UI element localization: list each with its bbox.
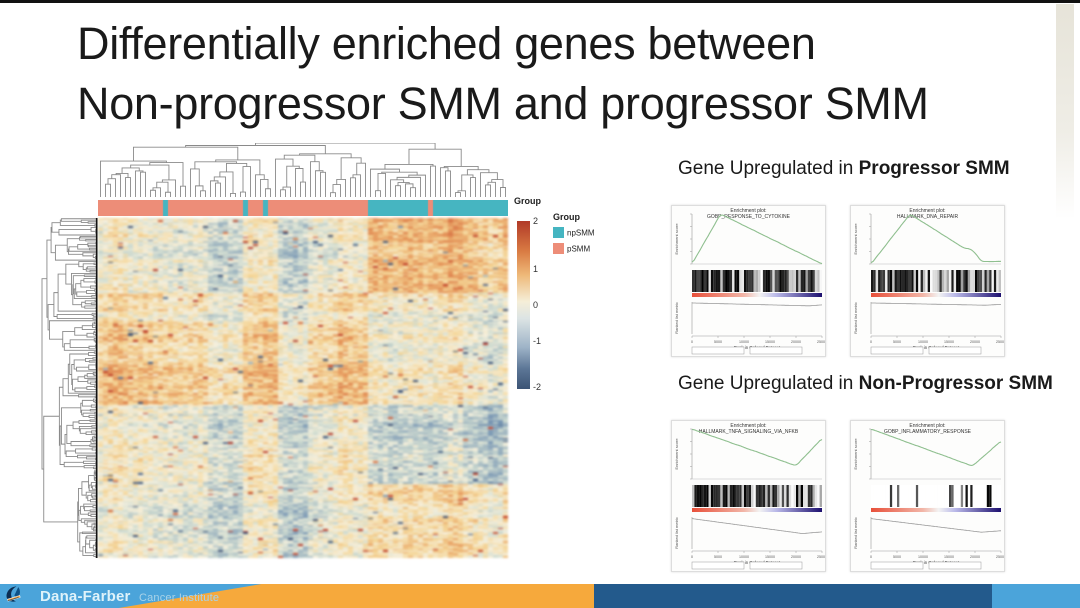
svg-text:15000: 15000 [944,555,954,559]
svg-text:5000: 5000 [714,555,722,559]
svg-text:15000: 15000 [765,555,775,559]
svg-text:15000: 15000 [944,340,954,344]
svg-text:Ranked list metric: Ranked list metric [674,302,679,334]
svg-text:15000: 15000 [765,340,775,344]
svg-text:25000: 25000 [996,340,1004,344]
svg-text:0: 0 [870,555,872,559]
svg-text:25000: 25000 [817,555,825,559]
svg-text:20000: 20000 [791,555,801,559]
svg-text:10000: 10000 [739,340,749,344]
svg-text:Ranked list metric: Ranked list metric [674,517,679,549]
svg-text:10000: 10000 [918,555,928,559]
svg-text:HALLMARK_TNFA_SIGNALING_VIA_NF: HALLMARK_TNFA_SIGNALING_VIA_NFKB [699,429,799,435]
svg-text:Enrichment score: Enrichment score [674,438,679,470]
svg-text:Enrichment score: Enrichment score [853,223,858,255]
svg-text:Enrichment score: Enrichment score [853,438,858,470]
svg-text:20000: 20000 [970,340,980,344]
svg-text:10000: 10000 [739,555,749,559]
svg-text:Ranked list metric: Ranked list metric [853,302,858,334]
svg-text:Ranked list metric: Ranked list metric [853,517,858,549]
svg-text:0: 0 [691,555,693,559]
svg-text:20000: 20000 [791,340,801,344]
svg-text:0: 0 [870,340,872,344]
svg-text:20000: 20000 [970,555,980,559]
svg-text:0: 0 [691,340,693,344]
svg-text:GOBP_INFLAMMATORY_RESPONSE: GOBP_INFLAMMATORY_RESPONSE [884,429,972,435]
svg-text:5000: 5000 [714,340,722,344]
svg-text:5000: 5000 [893,555,901,559]
svg-text:5000: 5000 [893,340,901,344]
svg-text:25000: 25000 [817,340,825,344]
svg-text:Enrichment score: Enrichment score [674,223,679,255]
svg-text:25000: 25000 [996,555,1004,559]
svg-text:10000: 10000 [918,340,928,344]
